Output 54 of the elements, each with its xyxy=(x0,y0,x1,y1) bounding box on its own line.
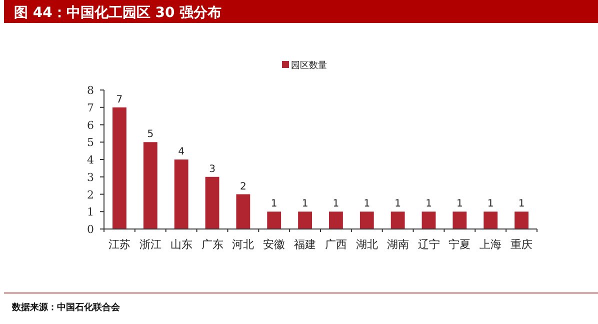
x-tick-label: 浙江 xyxy=(139,238,162,251)
y-tick-label: 4 xyxy=(87,154,94,166)
x-tick-label: 辽宁 xyxy=(418,238,440,251)
x-tick-label: 广东 xyxy=(201,238,224,251)
bar xyxy=(112,107,126,229)
chart-title: 图 44：中国化工园区 30 强分布 xyxy=(14,5,222,21)
x-tick-label: 重庆 xyxy=(510,238,533,251)
data-label: 3 xyxy=(209,164,216,175)
y-tick-label: 2 xyxy=(87,188,94,202)
x-tick-label: 安徽 xyxy=(263,238,286,251)
y-tick-label: 1 xyxy=(87,206,94,219)
y-tick-label: 5 xyxy=(87,136,94,150)
x-tick-label: 上海 xyxy=(480,238,502,251)
y-tick-label: 6 xyxy=(87,118,94,132)
bar xyxy=(205,176,220,229)
bar xyxy=(143,142,158,229)
x-tick-label: 湖北 xyxy=(356,238,378,251)
legend-label: 园区数量 xyxy=(291,60,327,71)
x-tick-label: 湖南 xyxy=(386,238,409,251)
y-tick-label: 3 xyxy=(87,170,94,184)
data-label: 4 xyxy=(178,146,185,158)
data-label: 1 xyxy=(456,198,463,210)
bar xyxy=(329,212,343,229)
y-tick-label: 8 xyxy=(87,84,94,97)
x-tick-label: 广西 xyxy=(324,238,347,251)
bar xyxy=(514,212,528,229)
x-tick-label: 宁夏 xyxy=(448,238,471,251)
bar xyxy=(390,212,405,229)
bar xyxy=(298,212,312,229)
data-label: 1 xyxy=(426,198,432,210)
x-tick-label: 福建 xyxy=(294,238,316,251)
source-note: 数据来源：中国石化联合会 xyxy=(11,302,121,313)
x-tick-label: 山东 xyxy=(170,238,192,251)
data-label: 1 xyxy=(332,198,340,210)
bar xyxy=(452,212,467,229)
data-label: 7 xyxy=(116,94,123,106)
x-tick-label: 江苏 xyxy=(108,238,130,251)
bar xyxy=(484,212,498,229)
data-label: 1 xyxy=(302,198,308,210)
data-label: 1 xyxy=(364,198,370,210)
data-label: 1 xyxy=(394,198,402,210)
data-label: 2 xyxy=(240,181,246,192)
bar xyxy=(174,160,188,229)
bar xyxy=(267,212,282,229)
data-label: 1 xyxy=(487,198,494,210)
y-tick-label: 7 xyxy=(87,101,94,114)
bar xyxy=(422,212,436,229)
x-tick-label: 河北 xyxy=(232,238,254,251)
bar xyxy=(236,194,250,229)
bar xyxy=(360,212,374,229)
data-label: 5 xyxy=(147,129,154,140)
y-tick-label: 0 xyxy=(87,223,94,236)
data-label: 1 xyxy=(270,198,278,210)
data-label: 1 xyxy=(518,198,525,210)
